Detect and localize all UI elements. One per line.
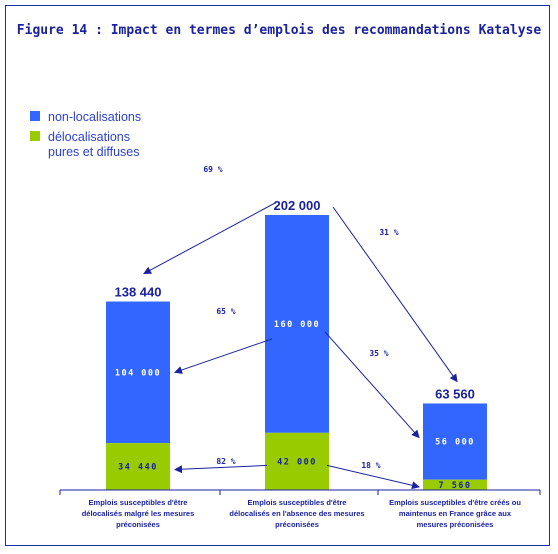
flow-percentage-label: 82 %	[216, 457, 235, 466]
flow-arrow	[174, 464, 268, 474]
total-label: 138 440	[115, 285, 162, 300]
legend-item-non-localisations: non-localisations	[30, 110, 200, 126]
category-label: préconisées	[275, 520, 319, 529]
bar-non-localisations	[265, 215, 329, 433]
total-label: 202 000	[274, 198, 321, 213]
figure-frame	[5, 5, 550, 546]
flow-percentage-label: 65 %	[216, 307, 235, 316]
legend-swatch-blue	[30, 111, 40, 121]
flow-label-bg	[201, 164, 225, 174]
category-label: préconisées	[116, 520, 160, 529]
segment-label-non-localisations: 56 000	[435, 438, 475, 448]
legend-label: délocalisations pures et diffuses	[48, 130, 140, 159]
flow-percentage-label: 35 %	[369, 349, 388, 358]
bar-delocalisations	[265, 432, 329, 490]
flow-label-bg	[377, 227, 401, 237]
segment-label-non-localisations: 104 000	[115, 368, 161, 378]
flow-label-bg	[214, 306, 238, 316]
flow-arrow	[143, 202, 276, 275]
flow-percentage-label: 69 %	[203, 165, 222, 174]
flow-arrow	[324, 331, 420, 439]
category-label: délocalisés malgré les mesures	[82, 509, 195, 518]
segment-label-delocalisations: 42 000	[277, 457, 317, 467]
bar-delocalisations	[423, 479, 487, 490]
legend-label: non-localisations	[48, 110, 142, 124]
segment-label-delocalisations: 7 560	[438, 481, 471, 491]
flow-label-bg	[359, 460, 383, 470]
bar-non-localisations	[106, 301, 170, 444]
flow-percentage-label: 31 %	[379, 228, 398, 237]
bar-non-localisations	[423, 403, 487, 480]
flow-percentage-label: 18 %	[361, 461, 380, 470]
category-label: maintenus en France grâce aux	[399, 509, 512, 518]
legend-item-delocalisations: délocalisations pures et diffuses	[30, 130, 200, 162]
category-label: délocalisés en l'absence des mesures	[229, 509, 364, 518]
category-label: Emplois susceptibles d'être	[89, 498, 188, 507]
flow-label-bg	[367, 348, 391, 358]
flow-arrow	[326, 464, 420, 490]
segment-label-delocalisations: 34 440	[118, 463, 158, 473]
flow-arrow	[174, 338, 273, 374]
bar-delocalisations	[106, 443, 170, 490]
segment-label-non-localisations: 160 000	[274, 320, 320, 330]
category-label: mesures préconisées	[417, 520, 494, 529]
total-label: 63 560	[435, 386, 475, 401]
legend-swatch-green	[30, 131, 40, 141]
figure-title: Figure 14 : Impact en termes d’emplois d…	[16, 23, 542, 38]
flow-arrow	[332, 206, 458, 383]
category-label: Emplois susceptibles d'être	[248, 498, 347, 507]
category-label: Emplois susceptibles d'être créés ou	[389, 498, 521, 507]
flow-label-bg	[214, 456, 238, 466]
